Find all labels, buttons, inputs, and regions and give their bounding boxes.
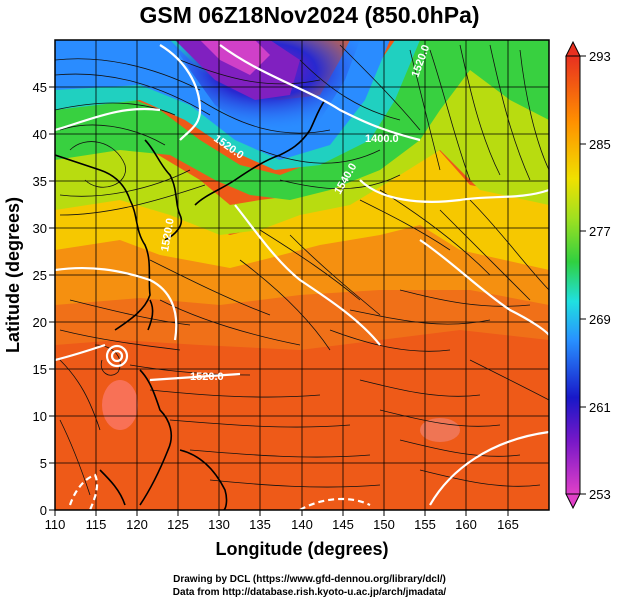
height-contours [55, 44, 549, 510]
y-tick-label: 5 [40, 456, 47, 471]
x-tick-label: 110 [45, 517, 66, 532]
x-tick-labels: 110 115 120 125 130 135 140 145 150 155 … [45, 517, 519, 532]
colorbar-tick-label: 293 [589, 49, 611, 64]
y-tick-label: 35 [33, 174, 47, 189]
y-tick-label: 10 [33, 409, 47, 424]
plot-title: GSM 06Z18Nov2024 (850.0hPa) [139, 2, 480, 28]
lat-lon-grid [55, 40, 549, 510]
y-tick-label: 0 [40, 503, 47, 518]
colorbar: 253 261 269 277 285 293 [565, 40, 611, 510]
y-tick-label: 25 [33, 268, 47, 283]
credit-drawing: Drawing by DCL (https://www.gfd-dennou.o… [173, 574, 446, 585]
y-tick-label: 45 [33, 80, 47, 95]
y-tick-label: 20 [33, 315, 47, 330]
x-tick-label: 135 [249, 517, 271, 532]
x-axis-label: Longitude (degrees) [215, 539, 388, 559]
y-tick-labels: 0 5 10 15 20 25 30 35 40 45 [33, 80, 47, 518]
credit-data-source: Data from http://database.rish.kyoto-u.a… [172, 587, 447, 598]
contour-label: 1520.0 [190, 371, 224, 383]
x-tick-label: 150 [373, 517, 395, 532]
wind-streamlines [55, 44, 549, 496]
y-tick-marks [49, 86, 55, 511]
y-tick-label: 30 [33, 221, 47, 236]
contour-label: 1520.0 [159, 217, 177, 252]
colorbar-tick-label: 285 [589, 137, 611, 152]
credits: Drawing by DCL (https://www.gfd-dennou.o… [0, 573, 619, 599]
x-tick-label: 140 [291, 517, 313, 532]
x-tick-label: 145 [332, 517, 354, 532]
coastlines [55, 99, 326, 510]
y-tick-label: 40 [33, 127, 47, 142]
x-tick-label: 125 [167, 517, 189, 532]
x-tick-label: 160 [455, 517, 477, 532]
y-tick-label: 15 [33, 362, 47, 377]
colorbar-max-arrow [565, 40, 581, 57]
y-axis-label: Latitude (degrees) [3, 197, 23, 353]
colorbar-min-arrow [565, 493, 581, 510]
x-tick-label: 115 [86, 517, 107, 532]
x-tick-label: 120 [126, 517, 148, 532]
x-tick-label: 155 [414, 517, 436, 532]
colorbar-tick-label: 261 [589, 400, 611, 415]
x-tick-label: 165 [497, 517, 519, 532]
x-tick-label: 130 [208, 517, 230, 532]
contour-label: 1400.0 [365, 133, 399, 145]
x-tick-marks [54, 510, 509, 516]
colorbar-tick-label: 269 [589, 312, 611, 327]
colorbar-tick-label: 253 [589, 487, 611, 502]
colorbar-tick-label: 277 [589, 224, 611, 239]
